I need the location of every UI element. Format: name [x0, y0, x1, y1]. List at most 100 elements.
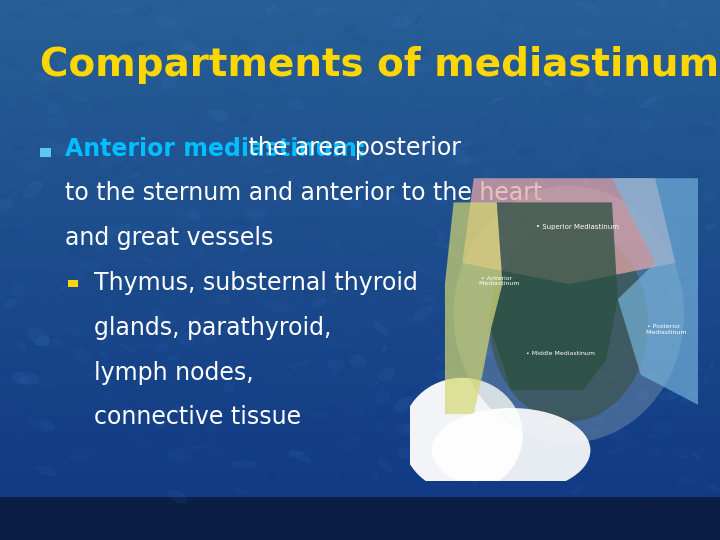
Bar — [0, 162, 720, 167]
Ellipse shape — [53, 42, 60, 48]
Ellipse shape — [95, 241, 105, 252]
Ellipse shape — [288, 110, 310, 127]
Ellipse shape — [102, 336, 116, 347]
Ellipse shape — [116, 342, 138, 355]
Ellipse shape — [496, 228, 504, 241]
Ellipse shape — [453, 141, 473, 150]
Ellipse shape — [130, 173, 142, 178]
Ellipse shape — [486, 424, 495, 433]
Ellipse shape — [9, 10, 27, 19]
Ellipse shape — [339, 211, 352, 215]
Ellipse shape — [313, 5, 333, 16]
Ellipse shape — [665, 471, 687, 483]
Ellipse shape — [294, 174, 302, 181]
Bar — [0, 313, 720, 319]
Ellipse shape — [37, 278, 60, 282]
Ellipse shape — [424, 395, 439, 397]
Ellipse shape — [523, 463, 536, 472]
Ellipse shape — [436, 228, 444, 240]
Ellipse shape — [45, 197, 57, 211]
Ellipse shape — [348, 148, 366, 166]
Ellipse shape — [345, 214, 358, 226]
Bar — [0, 238, 720, 243]
Ellipse shape — [513, 420, 525, 434]
Ellipse shape — [246, 208, 266, 219]
Ellipse shape — [608, 446, 624, 454]
Ellipse shape — [492, 52, 509, 56]
Ellipse shape — [349, 355, 366, 368]
Ellipse shape — [204, 327, 222, 345]
Ellipse shape — [127, 428, 149, 442]
Ellipse shape — [347, 436, 359, 447]
Ellipse shape — [123, 400, 150, 407]
Bar — [0, 0, 720, 5]
Ellipse shape — [30, 95, 56, 105]
Ellipse shape — [513, 211, 535, 224]
Bar — [0, 421, 720, 427]
Ellipse shape — [395, 423, 420, 436]
Ellipse shape — [451, 148, 469, 164]
Ellipse shape — [664, 37, 681, 53]
Ellipse shape — [387, 14, 405, 28]
Bar — [0, 281, 720, 286]
Ellipse shape — [557, 50, 567, 59]
Ellipse shape — [286, 361, 311, 368]
Ellipse shape — [528, 157, 542, 167]
Ellipse shape — [36, 467, 56, 476]
Ellipse shape — [96, 320, 117, 333]
Ellipse shape — [639, 379, 664, 389]
Ellipse shape — [228, 395, 246, 405]
Ellipse shape — [703, 374, 708, 385]
Ellipse shape — [68, 148, 82, 164]
Ellipse shape — [330, 38, 341, 44]
Bar — [0, 11, 720, 16]
Ellipse shape — [576, 2, 601, 15]
Ellipse shape — [133, 130, 145, 138]
Ellipse shape — [103, 217, 119, 229]
Ellipse shape — [39, 346, 56, 362]
Ellipse shape — [336, 441, 350, 450]
Ellipse shape — [693, 293, 701, 298]
Ellipse shape — [515, 254, 532, 266]
Ellipse shape — [176, 116, 200, 130]
Ellipse shape — [454, 186, 684, 443]
Ellipse shape — [680, 58, 687, 65]
Ellipse shape — [306, 260, 319, 270]
Ellipse shape — [470, 275, 480, 286]
Ellipse shape — [596, 102, 616, 110]
Ellipse shape — [616, 212, 626, 221]
Ellipse shape — [575, 51, 588, 62]
Ellipse shape — [572, 486, 583, 495]
Polygon shape — [445, 202, 503, 414]
Ellipse shape — [701, 30, 718, 36]
Ellipse shape — [14, 278, 26, 287]
Ellipse shape — [266, 4, 276, 15]
Ellipse shape — [504, 110, 513, 119]
Ellipse shape — [59, 264, 66, 267]
Bar — [0, 394, 720, 400]
Bar — [0, 49, 720, 54]
Ellipse shape — [408, 42, 423, 51]
Ellipse shape — [155, 420, 166, 428]
Ellipse shape — [217, 264, 244, 274]
Ellipse shape — [373, 321, 391, 338]
Ellipse shape — [550, 379, 562, 381]
Bar — [0, 254, 720, 259]
Ellipse shape — [178, 333, 195, 346]
Ellipse shape — [468, 142, 487, 154]
Ellipse shape — [586, 221, 595, 228]
Ellipse shape — [182, 462, 199, 469]
Ellipse shape — [122, 453, 138, 456]
Ellipse shape — [636, 321, 652, 328]
Ellipse shape — [276, 412, 302, 426]
Ellipse shape — [414, 409, 428, 421]
Ellipse shape — [76, 271, 84, 277]
Ellipse shape — [86, 370, 99, 376]
Ellipse shape — [171, 116, 181, 124]
Ellipse shape — [435, 330, 439, 343]
Bar — [0, 383, 720, 389]
Ellipse shape — [201, 94, 204, 97]
Ellipse shape — [248, 53, 276, 65]
Ellipse shape — [704, 363, 720, 370]
Ellipse shape — [554, 350, 575, 362]
